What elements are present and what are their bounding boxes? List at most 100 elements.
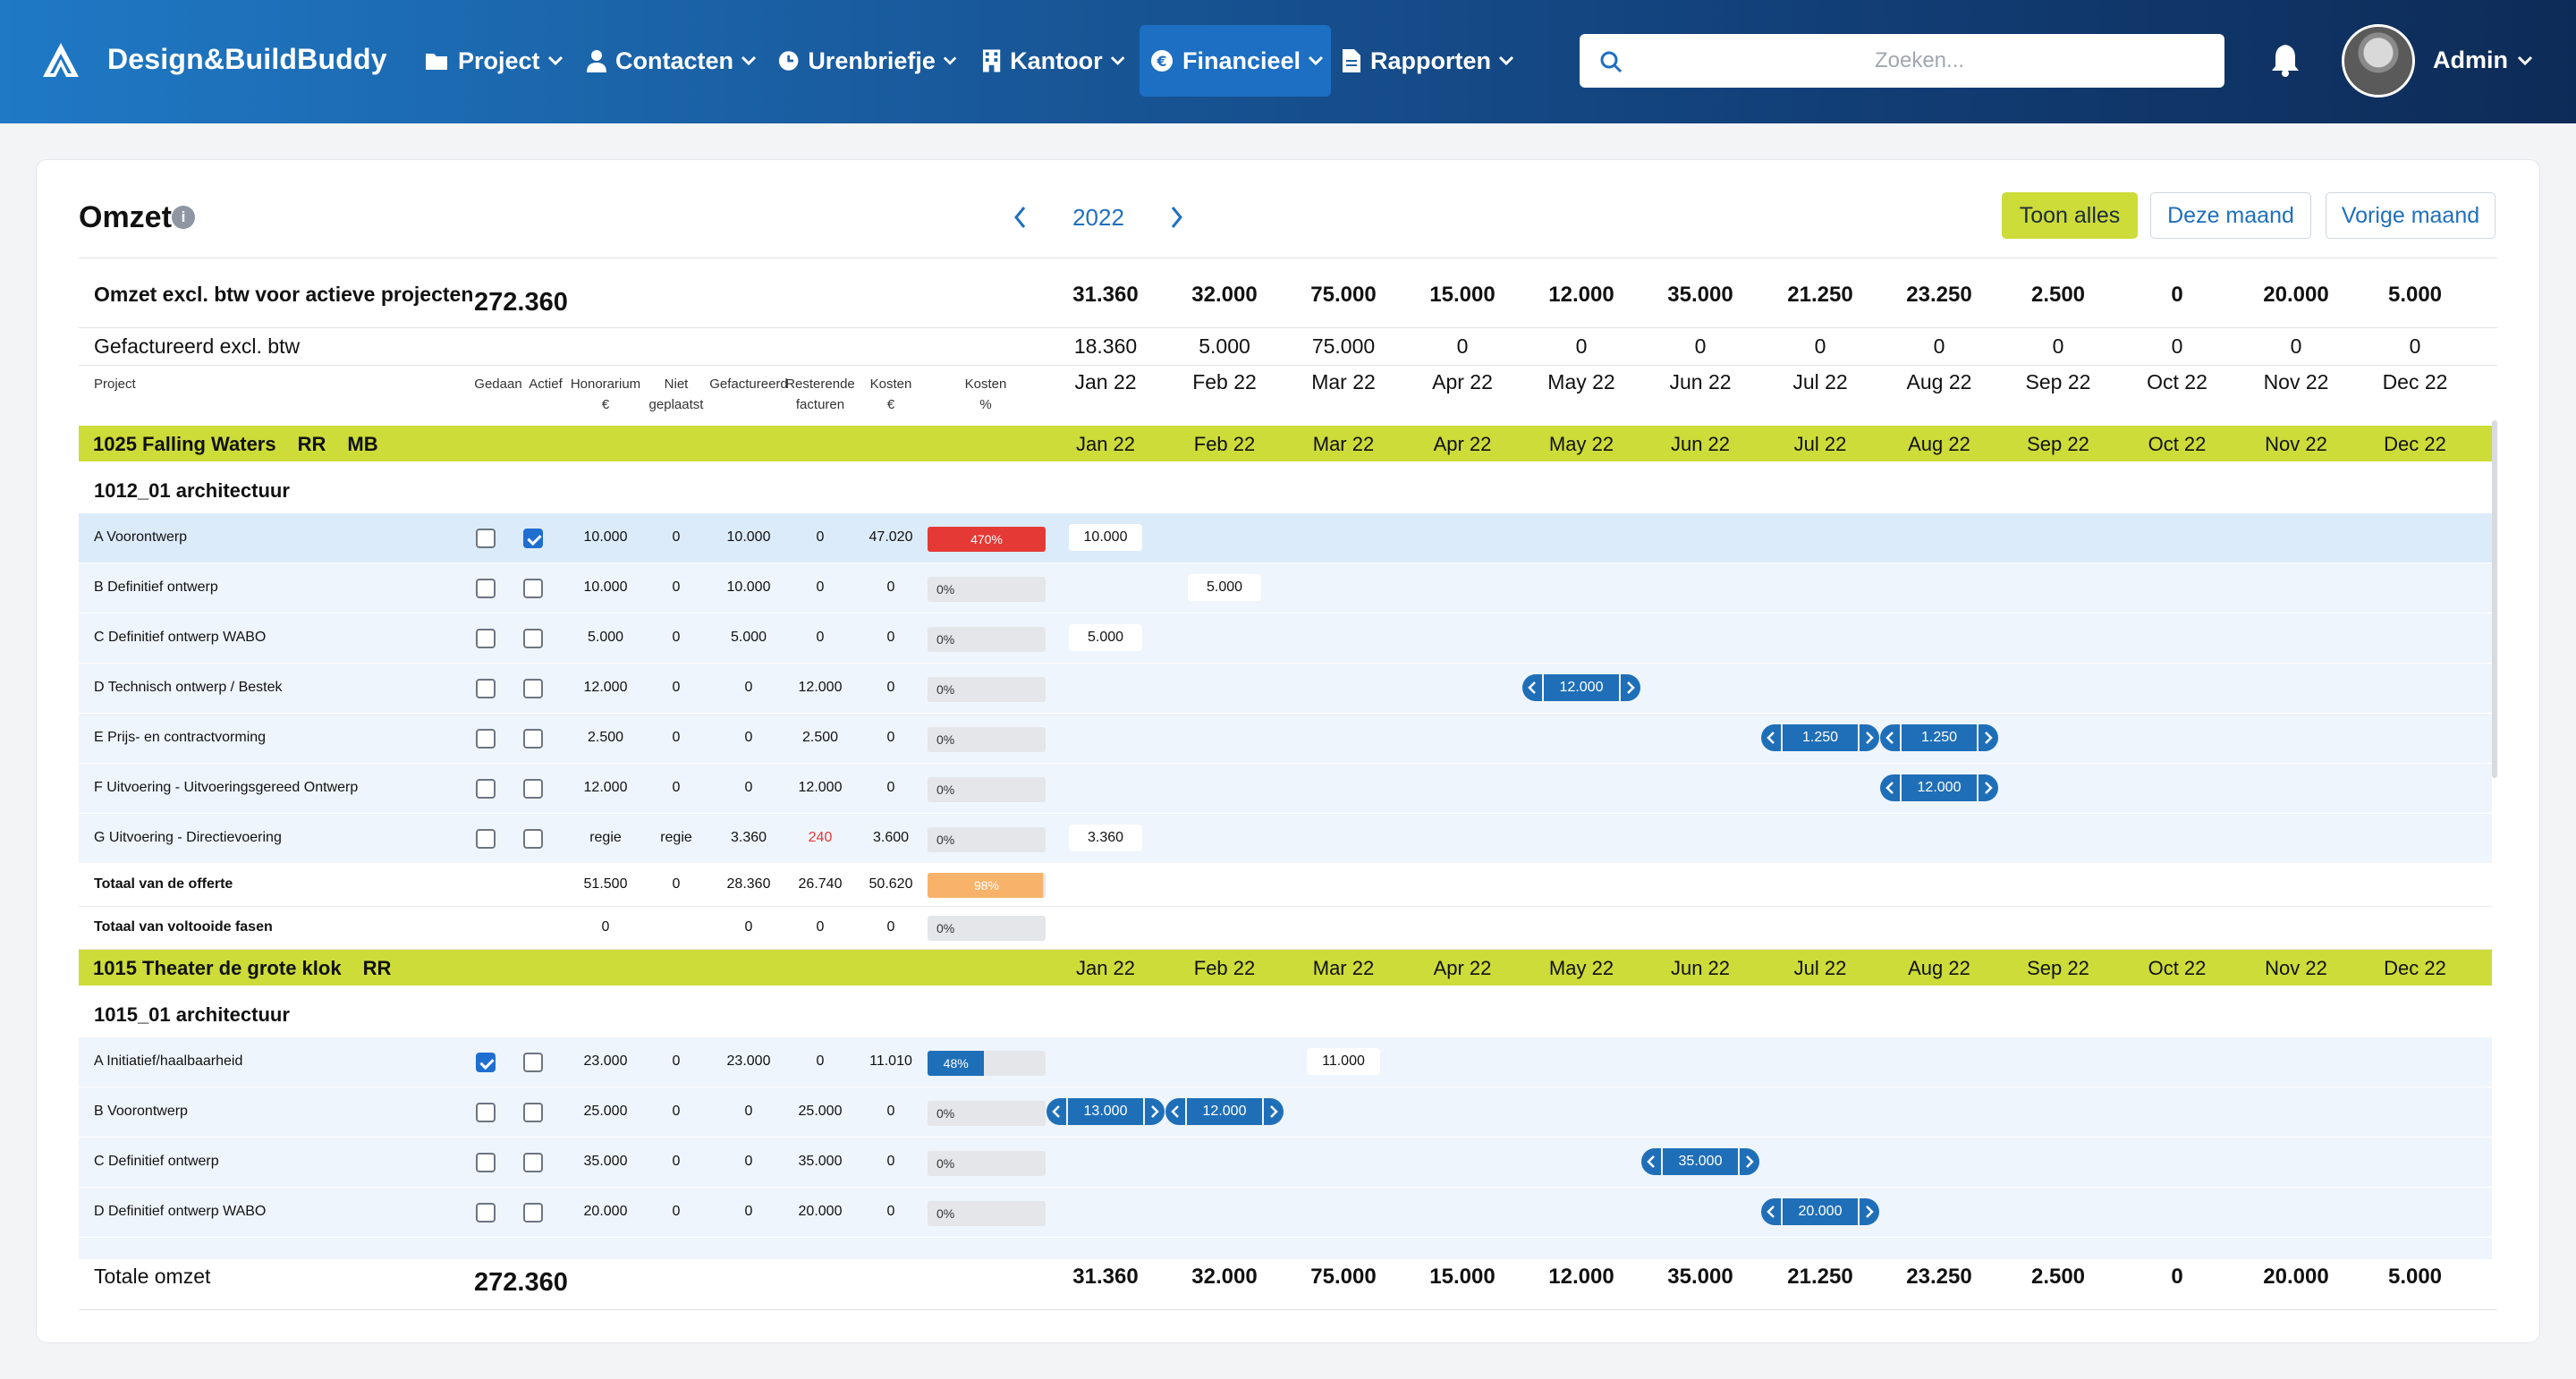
search-input[interactable] — [1633, 41, 2206, 80]
honorarium-value: 35.000 — [583, 1154, 628, 1169]
gedaan-checkbox[interactable] — [476, 829, 496, 849]
project-name[interactable]: 1015 Theater de grote klok RR — [93, 957, 391, 980]
col-kosten-pct: Kosten% — [964, 376, 1007, 412]
actief-checkbox[interactable] — [523, 579, 543, 598]
actief-checkbox[interactable] — [523, 729, 543, 749]
bell-icon[interactable] — [2270, 43, 2301, 77]
col-actief: Actief — [529, 376, 563, 392]
info-icon[interactable]: i — [172, 206, 195, 229]
actief-checkbox[interactable] — [523, 779, 543, 799]
band-month-label: Jan 22 — [1075, 433, 1136, 455]
kosten-value: 3.600 — [872, 830, 910, 845]
resterend-value: 26.740 — [798, 876, 843, 892]
shift-left-button[interactable] — [1165, 1098, 1185, 1125]
actief-checkbox[interactable] — [523, 1053, 543, 1072]
actief-checkbox[interactable] — [523, 529, 543, 548]
nav-contacten[interactable]: Contacten — [587, 25, 758, 97]
shift-right-button[interactable] — [1264, 1098, 1284, 1125]
month-amount[interactable]: 5.000 — [1188, 574, 1261, 601]
gefactureerd-month-value: 0 — [1575, 334, 1588, 358]
shift-right-button[interactable] — [1860, 724, 1879, 751]
gedaan-checkbox[interactable] — [476, 679, 496, 698]
actief-checkbox[interactable] — [523, 1103, 543, 1122]
month-amount[interactable]: 10.000 — [1069, 524, 1142, 551]
shift-right-button[interactable] — [1145, 1098, 1165, 1125]
year-label: 2022 — [1072, 204, 1124, 231]
show-all-button[interactable]: Toon alles — [2002, 192, 2138, 239]
month-amount[interactable]: 12.000 — [1902, 774, 1977, 801]
month-amount[interactable]: 13.000 — [1068, 1098, 1143, 1125]
project-name[interactable]: 1025 Falling Waters RR MB — [93, 433, 378, 456]
omzet-month-value: 15.000 — [1429, 283, 1496, 307]
table-row: D Technisch ontwerp / Bestek 12.000 0 0 12.0… — [79, 664, 2492, 714]
honorarium-value: 20.000 — [583, 1204, 628, 1219]
shift-right-button[interactable] — [1740, 1148, 1759, 1175]
gedaan-checkbox[interactable] — [476, 579, 496, 598]
shift-left-button[interactable] — [1522, 674, 1542, 701]
gedaan-checkbox[interactable] — [476, 729, 496, 749]
gedaan-checkbox[interactable] — [476, 1153, 496, 1172]
month-amount[interactable]: 5.000 — [1069, 624, 1142, 651]
shift-right-button[interactable] — [1860, 1198, 1879, 1225]
nav-project[interactable]: Project — [424, 25, 567, 97]
shift-left-button[interactable] — [1880, 774, 1900, 801]
this-month-button[interactable]: Deze maand — [2150, 192, 2311, 239]
month-amount[interactable]: 1.250 — [1902, 724, 1977, 751]
shift-right-button[interactable] — [1621, 674, 1640, 701]
gedaan-checkbox[interactable] — [476, 1103, 496, 1122]
gedaan-checkbox[interactable] — [476, 779, 496, 799]
nav-kantoor[interactable]: Kantoor — [982, 25, 1125, 97]
chevron-right-icon[interactable] — [1166, 204, 1186, 231]
avatar[interactable] — [2342, 24, 2415, 97]
phase-name: A Voorontwerp — [94, 529, 188, 545]
col-niet-geplaatst: Niet geplaatst — [648, 376, 704, 412]
shift-right-button[interactable] — [1979, 774, 1998, 801]
month-amount[interactable]: 12.000 — [1544, 674, 1619, 701]
month-amount-chip: 12.000 — [1522, 674, 1640, 701]
shift-left-button[interactable] — [1880, 724, 1900, 751]
gedaan-checkbox[interactable] — [476, 529, 496, 548]
month-amount[interactable]: 1.250 — [1783, 724, 1858, 751]
scrollbar[interactable] — [2492, 420, 2497, 778]
month-amount[interactable]: 11.000 — [1307, 1048, 1380, 1075]
shift-left-button[interactable] — [1761, 1198, 1781, 1225]
actief-checkbox[interactable] — [523, 1203, 543, 1222]
previous-month-button[interactable]: Vorige maand — [2326, 192, 2496, 239]
gefactureerd-value: 5.000 — [730, 630, 767, 645]
gedaan-checkbox[interactable] — [476, 629, 496, 648]
actief-checkbox[interactable] — [523, 629, 543, 648]
nav-urenbriefje[interactable]: Urenbriefje — [778, 25, 957, 97]
month-amount[interactable]: 35.000 — [1663, 1148, 1738, 1175]
month-amount[interactable]: 3.360 — [1069, 825, 1142, 851]
month-header: Mar 22 — [1311, 370, 1376, 393]
band-month-label: Nov 22 — [2265, 433, 2327, 455]
user-menu[interactable]: Admin — [2433, 47, 2533, 74]
col-resterend: Resterende facturen — [785, 376, 855, 412]
month-amount[interactable]: 20.000 — [1783, 1198, 1858, 1225]
shift-left-button[interactable] — [1641, 1148, 1661, 1175]
shift-left-button[interactable] — [1046, 1098, 1066, 1125]
logo-icon[interactable] — [39, 39, 82, 82]
clock-icon — [778, 51, 799, 71]
footer-month-value: 0 — [2171, 1265, 2183, 1289]
gedaan-checkbox[interactable] — [476, 1053, 496, 1072]
actief-checkbox[interactable] — [523, 829, 543, 849]
search-box — [1580, 34, 2224, 88]
gefactureerd-month-value: 0 — [1814, 334, 1826, 358]
actief-checkbox[interactable] — [523, 1153, 543, 1172]
kosten-value: 11.010 — [869, 1053, 912, 1069]
band-month-label: Nov 22 — [2265, 957, 2327, 979]
kosten-percent-label: 470% — [970, 532, 1003, 546]
chevron-left-icon[interactable] — [1011, 204, 1030, 231]
app-name[interactable]: Design&BuildBuddy — [107, 43, 387, 75]
gedaan-checkbox[interactable] — [476, 1203, 496, 1222]
nav-rapporten[interactable]: Rapporten — [1342, 25, 1521, 97]
nav-financieel[interactable]: € Financieel — [1140, 25, 1331, 97]
footer-month-value: 32.000 — [1191, 1265, 1258, 1289]
shift-right-button[interactable] — [1979, 724, 1998, 751]
shift-left-button[interactable] — [1761, 724, 1781, 751]
chevron-left-icon — [1171, 1105, 1179, 1118]
month-amount[interactable]: 12.000 — [1187, 1098, 1262, 1125]
actief-checkbox[interactable] — [523, 679, 543, 698]
nav-label: Rapporten — [1370, 47, 1491, 74]
